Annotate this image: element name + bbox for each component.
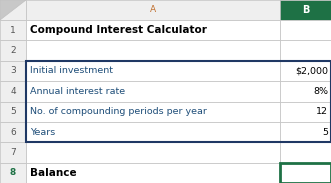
Text: Annual interest rate: Annual interest rate [30,87,125,96]
Text: Years: Years [30,128,55,137]
Text: 5: 5 [10,107,16,116]
Bar [26,102,280,122]
Bar [280,163,331,183]
Text: No. of compounding periods per year: No. of compounding periods per year [30,107,207,116]
Text: Compound Interest Calculator: Compound Interest Calculator [30,25,207,35]
Bar [280,122,331,142]
Text: A: A [150,5,156,14]
Bar [0,61,26,81]
Bar [280,61,331,81]
Text: B: B [302,5,309,15]
Bar [26,61,331,142]
Bar [26,20,280,40]
Text: 2: 2 [10,46,16,55]
Bar [0,163,26,183]
Text: $2,000: $2,000 [295,66,328,75]
Text: 4: 4 [10,87,16,96]
Bar [0,40,26,61]
Text: 8%: 8% [313,87,328,96]
Bar [26,81,280,102]
Bar [26,61,280,81]
Text: 8: 8 [10,168,16,177]
Text: 7: 7 [10,148,16,157]
Bar [0,122,26,142]
Text: 6: 6 [10,128,16,137]
Bar [280,81,331,102]
Bar [0,81,26,102]
Text: 3: 3 [10,66,16,75]
Text: Balance: Balance [30,168,76,178]
Bar [26,163,280,183]
Text: 5: 5 [322,128,328,137]
Bar [0,102,26,122]
Bar [26,0,280,20]
Bar [280,102,331,122]
Text: 12: 12 [316,107,328,116]
Bar [0,142,26,163]
Text: Initial investment: Initial investment [30,66,113,75]
Bar [280,163,331,183]
Text: ?: ? [284,168,289,178]
Bar [26,40,280,61]
Bar [280,40,331,61]
Bar [280,142,331,163]
Bar [26,142,280,163]
Text: 1: 1 [10,26,16,35]
Bar [280,20,331,40]
Bar [0,20,26,40]
Polygon shape [0,0,26,20]
Bar [0,0,26,20]
Bar [280,0,331,20]
Bar [26,122,280,142]
